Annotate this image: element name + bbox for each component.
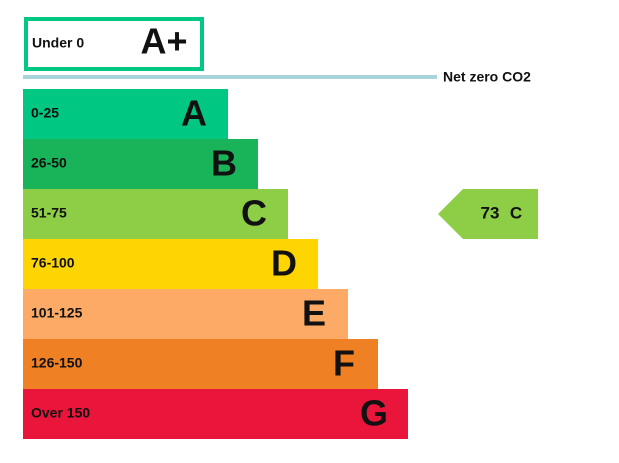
band-letter: E xyxy=(302,293,326,334)
band-bar xyxy=(23,339,378,389)
current-value: 73 xyxy=(481,203,500,222)
net-zero-label: Net zero CO2 xyxy=(443,69,531,85)
band-range: 126-150 xyxy=(31,355,83,371)
top-band-range: Under 0 xyxy=(32,35,84,51)
band-range: Over 150 xyxy=(31,405,90,421)
band-letter: A xyxy=(181,93,207,134)
band-letter: F xyxy=(333,343,355,384)
top-band-box xyxy=(24,17,204,71)
band-bar xyxy=(23,389,408,439)
band-range: 101-125 xyxy=(31,305,83,321)
band-bar xyxy=(23,139,258,189)
band-bar xyxy=(23,239,318,289)
top-band-letter: A+ xyxy=(140,21,187,62)
current-letter: C xyxy=(510,203,522,222)
band-letter: C xyxy=(241,193,267,234)
band-range: 51-75 xyxy=(31,205,67,221)
band-letter: G xyxy=(360,393,388,434)
band-letter: D xyxy=(271,243,297,284)
band-bar xyxy=(23,189,288,239)
band-bar xyxy=(23,89,228,139)
band-range: 26-50 xyxy=(31,155,67,171)
current-rating-arrow xyxy=(438,189,538,239)
band-letter: B xyxy=(211,143,237,184)
band-range: 0-25 xyxy=(31,105,59,121)
band-bar xyxy=(23,289,348,339)
band-range: 76-100 xyxy=(31,255,75,271)
